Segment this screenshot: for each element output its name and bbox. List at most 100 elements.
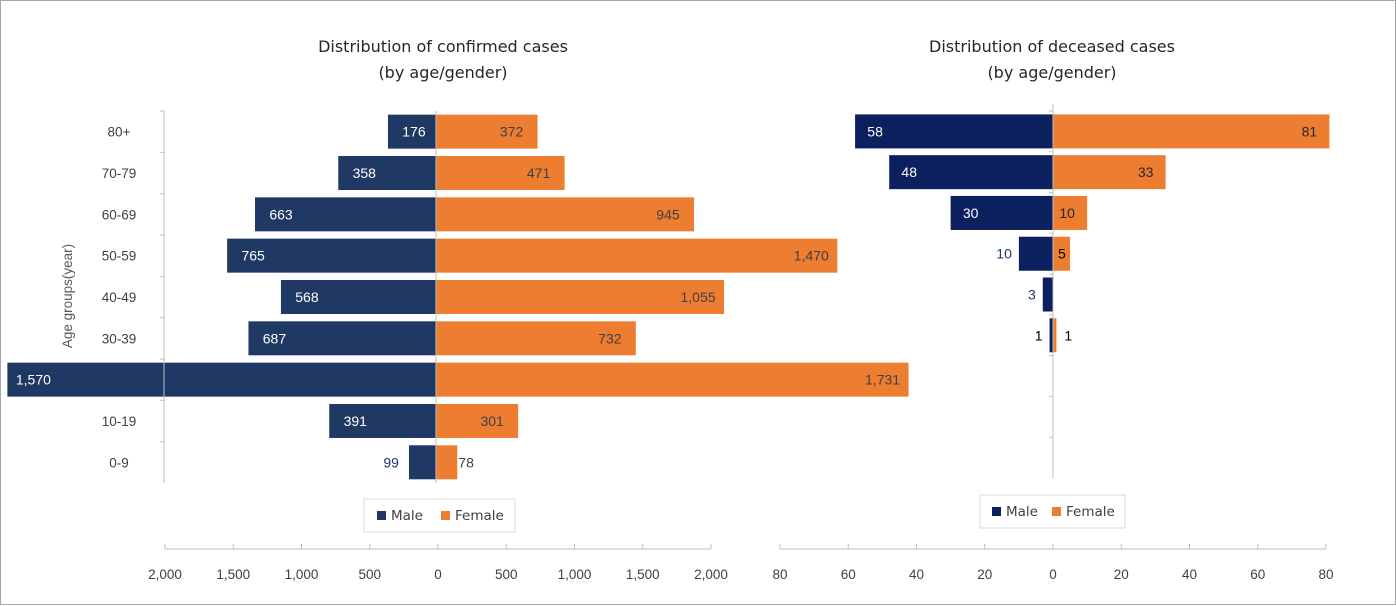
- x-tick-label: 1,000: [285, 567, 319, 582]
- category-label: 10-19: [102, 414, 137, 429]
- female-bar-50-59: [436, 238, 838, 273]
- male-bar-70-79: [338, 155, 436, 190]
- confirmed-legend-box: [363, 498, 516, 533]
- male-bar-10-19: [329, 403, 436, 438]
- female-data-label: 5: [1058, 246, 1066, 262]
- female-data-label: 10: [1059, 205, 1075, 221]
- male-data-label: 391: [344, 413, 368, 429]
- confirmed-legend-male-label: Male: [391, 508, 423, 524]
- female-data-label: 945: [656, 206, 680, 222]
- confirmed-legend-female-label: Female: [455, 508, 504, 524]
- confirmed-chart-title-line2: (by age/gender): [378, 63, 507, 82]
- confirmed-legend-male-swatch: [377, 511, 386, 520]
- deceased-data-labels: 1 1 3 10 5 30 10 48 33 58 81: [867, 123, 1317, 343]
- category-label: 40-49: [102, 290, 137, 305]
- male-data-label: 568: [295, 289, 319, 305]
- x-tick-label: 60: [1250, 567, 1265, 582]
- male-data-label: 663: [269, 206, 293, 222]
- x-tick-label: 500: [495, 567, 518, 582]
- female-data-label: 372: [500, 124, 524, 140]
- deceased-bars: [855, 114, 1330, 353]
- male-data-label: 10: [996, 246, 1012, 262]
- female-bar-30-39: [436, 321, 636, 356]
- x-tick-label: 2,000: [694, 567, 728, 582]
- x-tick-label: 1,500: [216, 567, 250, 582]
- deceased-legend-male-swatch: [992, 507, 1001, 516]
- confirmed-data-labels: 99 78 391 301 1,570 1,731 687 732 568 1,055 765 1,4…: [16, 124, 900, 471]
- deceased-legend: Male Female: [979, 494, 1126, 529]
- female-data-label: 1,470: [794, 248, 829, 264]
- male-bar-80+: [855, 114, 1053, 149]
- female-bar-30-39: [1053, 318, 1057, 353]
- female-bar-60-69: [1053, 195, 1088, 230]
- female-data-label: 1,055: [680, 289, 715, 305]
- category-label: 80+: [108, 125, 131, 140]
- male-data-label: 176: [402, 124, 426, 140]
- deceased-cases-chart: Distribution of deceased cases (by age/g…: [772, 37, 1333, 582]
- confirmed-category-labels: 0-910-1920-2930-3940-4950-5960-6970-7980…: [102, 125, 137, 471]
- deceased-legend-female-label: Female: [1066, 504, 1115, 520]
- x-tick-label: 60: [841, 567, 856, 582]
- male-data-label: 358: [353, 165, 377, 181]
- category-label: 30-39: [102, 331, 137, 346]
- male-data-label: 1: [1035, 327, 1043, 343]
- male-bar-0-9: [408, 445, 436, 480]
- male-data-label: 765: [241, 248, 265, 264]
- category-label: 60-69: [102, 207, 137, 222]
- female-data-label: 1,731: [865, 372, 900, 388]
- female-data-label: 33: [1138, 164, 1154, 180]
- female-data-label: 1: [1064, 327, 1072, 343]
- deceased-chart-title-line1: Distribution of deceased cases: [929, 37, 1175, 56]
- confirmed-y-axis-label: Age groups(year): [60, 244, 75, 348]
- female-data-label: 78: [458, 454, 474, 470]
- female-bar-50-59: [1053, 236, 1071, 271]
- x-tick-label: 80: [772, 567, 787, 582]
- male-data-label: 58: [867, 123, 883, 139]
- female-data-label: 301: [480, 413, 504, 429]
- female-data-label: 471: [527, 165, 551, 181]
- confirmed-legend: Male Female: [363, 498, 516, 533]
- x-tick-label: 40: [909, 567, 924, 582]
- male-data-label: 3: [1028, 287, 1036, 303]
- male-bar-30-39: [1049, 318, 1053, 353]
- male-bar-80+: [387, 114, 436, 149]
- confirmed-chart-title-line1: Distribution of confirmed cases: [318, 37, 568, 56]
- female-bar-60-69: [436, 197, 694, 232]
- male-bar-50-59: [1018, 236, 1053, 271]
- female-bar-70-79: [1053, 155, 1166, 190]
- category-label: 0-9: [109, 455, 129, 470]
- male-data-label: 1,570: [16, 372, 51, 388]
- male-bar-60-69: [255, 197, 436, 232]
- male-bar-40-49: [1042, 277, 1053, 312]
- confirmed-bars: [7, 114, 909, 480]
- female-data-label: 732: [598, 330, 622, 346]
- female-bar-10-19: [436, 403, 519, 438]
- confirmed-legend-female-swatch: [441, 511, 450, 520]
- deceased-x-axis: 80 60 40 20 0 20 40 60 80: [772, 104, 1334, 582]
- x-tick-label: 80: [1318, 567, 1333, 582]
- female-bar-20-29: [436, 362, 909, 397]
- female-data-label: 81: [1302, 123, 1318, 139]
- x-tick-label: 1,500: [626, 567, 660, 582]
- x-tick-label: 20: [977, 567, 992, 582]
- male-data-label: 48: [901, 164, 917, 180]
- deceased-legend-female-swatch: [1052, 507, 1061, 516]
- male-data-label: 30: [963, 205, 979, 221]
- confirmed-x-axis: 2,000 1,500 1,000 500 0 500 1,000 1,500 2,000: [148, 110, 728, 582]
- female-bar-80+: [1053, 114, 1330, 149]
- male-bar-50-59: [227, 238, 436, 273]
- confirmed-cases-chart: Distribution of confirmed cases (by age/…: [7, 37, 909, 582]
- male-bar-40-49: [280, 279, 436, 314]
- male-bar-20-29: [7, 362, 436, 397]
- female-bar-40-49: [436, 279, 725, 314]
- deceased-chart-title-line2: (by age/gender): [987, 63, 1116, 82]
- female-bar-80+: [436, 114, 538, 149]
- male-data-label: 687: [263, 330, 287, 346]
- female-bar-70-79: [436, 155, 565, 190]
- female-bar-0-9: [436, 445, 458, 480]
- x-tick-label: 500: [358, 567, 381, 582]
- x-tick-label: 20: [1114, 567, 1129, 582]
- x-tick-label: 40: [1182, 567, 1197, 582]
- x-tick-label: 0: [434, 567, 442, 582]
